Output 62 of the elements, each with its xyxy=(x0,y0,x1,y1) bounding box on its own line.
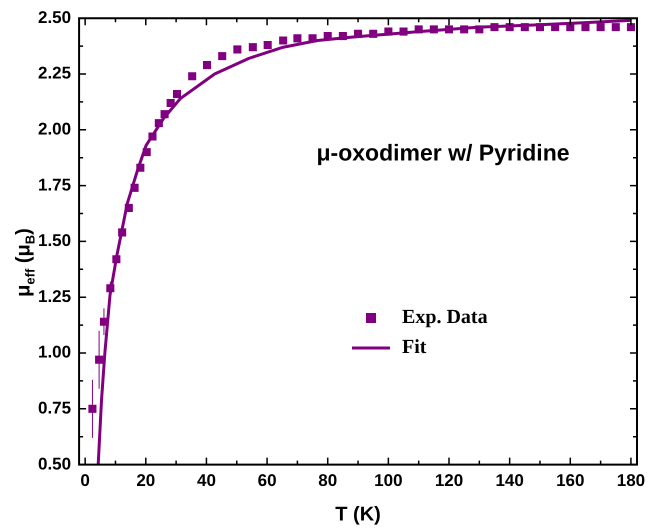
point xyxy=(203,61,212,70)
point xyxy=(148,132,156,141)
point xyxy=(218,52,226,60)
point xyxy=(136,164,144,172)
point xyxy=(172,90,182,98)
point xyxy=(430,25,438,34)
point xyxy=(460,25,468,34)
point xyxy=(506,23,514,32)
y-tick-label: 1.25 xyxy=(38,286,72,306)
point xyxy=(596,23,605,32)
y-tick-label: 1.00 xyxy=(38,342,72,362)
x-tick-label: 60 xyxy=(258,470,277,490)
y-tick-label: 2.25 xyxy=(38,64,72,83)
point xyxy=(188,72,196,80)
point xyxy=(369,30,378,38)
x-tick-label: 20 xyxy=(136,470,156,490)
point xyxy=(399,28,408,36)
annotation: μ-oxodimer w/ Pyridine xyxy=(316,139,570,166)
point xyxy=(130,184,139,192)
x-tick-label: 40 xyxy=(196,470,216,490)
point xyxy=(154,119,163,128)
x-tick-label: 180 xyxy=(616,470,646,490)
point xyxy=(581,23,590,32)
point xyxy=(338,32,347,40)
point xyxy=(142,148,151,156)
x-tick-label: 100 xyxy=(374,470,403,490)
point xyxy=(520,23,529,32)
point xyxy=(475,25,484,34)
x-tick-label: 80 xyxy=(318,470,338,490)
y-tick-label: 1.75 xyxy=(38,175,72,194)
y-tick-label: 1.50 xyxy=(38,231,72,250)
legend-label: Fit xyxy=(402,336,427,358)
x-tick-label: 120 xyxy=(434,470,464,490)
point xyxy=(264,40,272,50)
point xyxy=(536,23,544,32)
point xyxy=(118,228,126,237)
point xyxy=(384,28,392,36)
y-tick-label: 0.75 xyxy=(38,398,72,418)
point xyxy=(112,255,120,264)
x-tick-label: 140 xyxy=(495,470,524,490)
x-tick-label: 0 xyxy=(80,470,90,490)
y-tick-label: 0.50 xyxy=(38,454,72,474)
point xyxy=(444,25,454,34)
x-tick-label: 160 xyxy=(556,470,584,490)
point xyxy=(106,284,114,292)
point xyxy=(248,43,257,52)
point xyxy=(233,45,242,54)
point xyxy=(308,34,317,42)
point xyxy=(612,23,620,32)
y-tick-label: 2.00 xyxy=(38,119,72,138)
y-tick-label: 2.50 xyxy=(38,8,72,27)
point xyxy=(626,23,635,32)
point xyxy=(166,98,175,108)
point xyxy=(124,204,133,212)
point xyxy=(490,23,499,32)
point xyxy=(160,110,169,118)
x-axis-title: T (K) xyxy=(335,504,381,526)
point xyxy=(279,36,288,45)
point xyxy=(354,30,362,38)
legend-label: Exp. Data xyxy=(402,306,488,328)
point xyxy=(414,25,423,34)
point xyxy=(293,34,302,42)
